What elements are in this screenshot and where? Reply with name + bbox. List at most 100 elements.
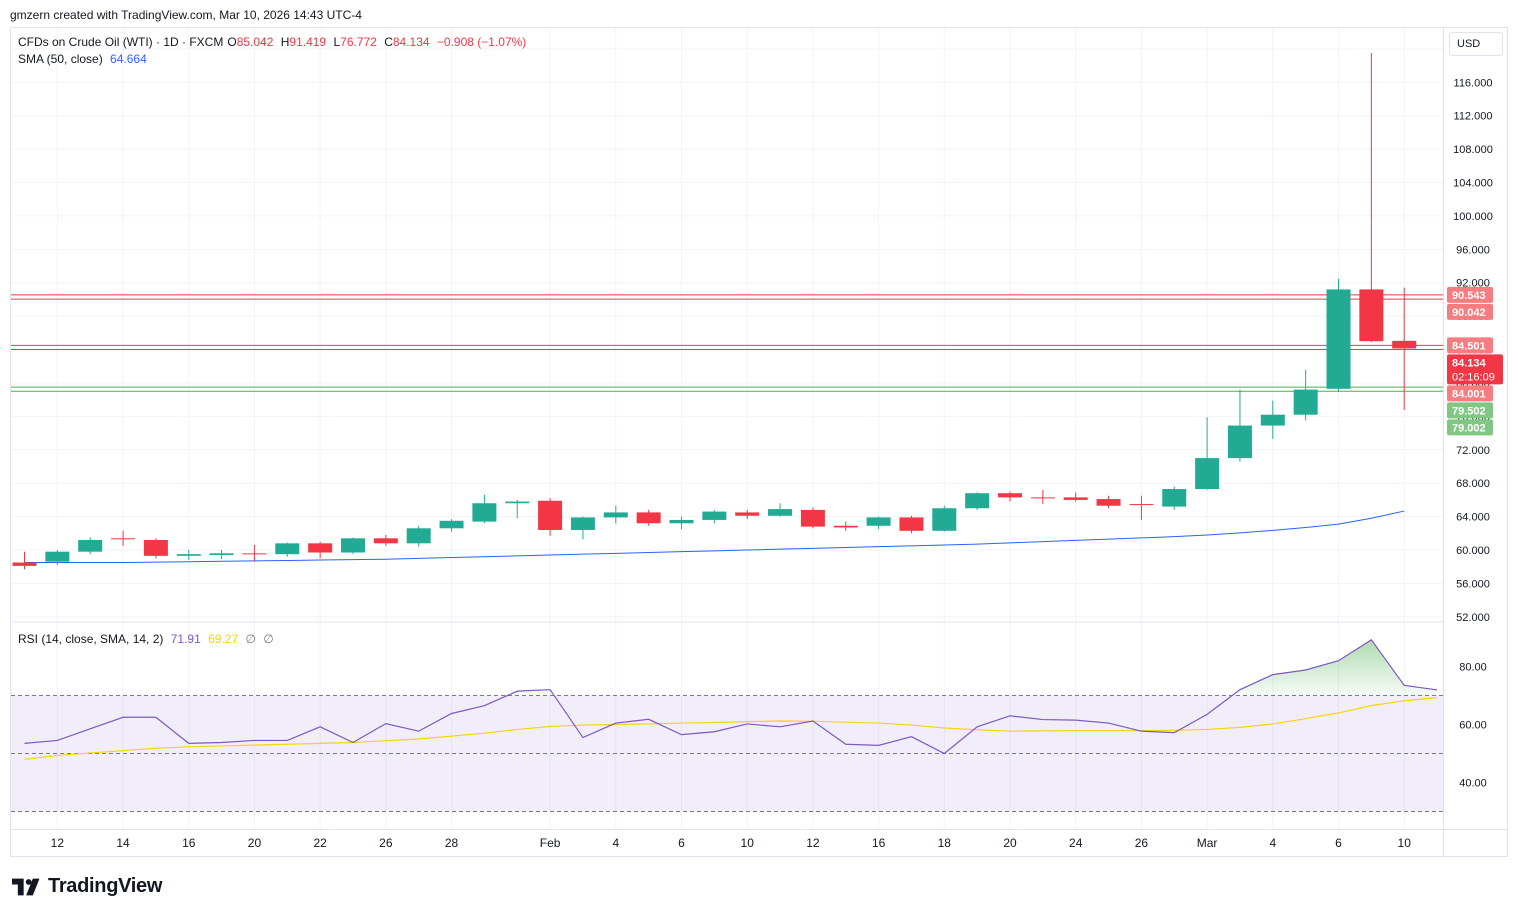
rsi-extra-1: ∅ — [245, 632, 256, 646]
time-tick-label: 18 — [938, 836, 952, 850]
sma-value: 64.664 — [110, 52, 147, 66]
time-tick-label: 12 — [806, 836, 820, 850]
level-price-label: 84.501 — [1452, 340, 1486, 352]
candle-body — [1227, 425, 1252, 459]
candle-body — [899, 517, 924, 531]
candle-body — [78, 539, 103, 552]
symbol-name: CFDs on Crude Oil (WTI) · 1D · FXCM — [18, 35, 224, 49]
price-tick-label: 68.000 — [1456, 478, 1490, 490]
candle-body — [341, 538, 365, 553]
level-price-label-bg — [1447, 385, 1493, 402]
candle-body — [735, 512, 760, 516]
candle-body — [833, 525, 858, 528]
candle-body — [373, 538, 398, 544]
candle-body — [1096, 499, 1121, 506]
candle-body — [1030, 497, 1055, 499]
time-tick-label: Mar — [1197, 836, 1218, 850]
level-price-label-bg — [1447, 303, 1493, 320]
currency-button[interactable]: USD — [1449, 32, 1503, 56]
rsi-pane — [11, 639, 1443, 812]
price-tick-label: 64.000 — [1456, 512, 1490, 524]
bar-countdown-label: 02:16:09 — [1452, 371, 1495, 383]
time-tick-label: 26 — [1135, 836, 1149, 850]
price-tick-label: 116.000 — [1454, 77, 1493, 89]
last-price-label-bg — [1447, 354, 1503, 385]
level-price-label: 90.042 — [1452, 307, 1486, 319]
time-tick-label: 24 — [1069, 836, 1083, 850]
candle-body — [702, 511, 727, 520]
candle-body — [1326, 289, 1351, 389]
price-labels: 90.543 90.042 84.501 84.134 02:16:09 84.001 79… — [1447, 286, 1503, 436]
time-tick-label: 16 — [872, 836, 886, 850]
candle-body — [538, 500, 563, 530]
rsi-value: 71.91 — [170, 632, 201, 646]
time-tick-label: Feb — [540, 836, 561, 850]
candle-body — [176, 554, 201, 556]
candle-body — [1392, 340, 1417, 349]
footer-brand[interactable]: TradingView — [12, 875, 162, 898]
time-tick-label: 4 — [612, 836, 619, 850]
attribution-text: gmzern created with TradingView.com, Mar… — [10, 8, 362, 22]
rsi-overbought-fill — [507, 639, 1438, 696]
candle-body — [275, 543, 300, 555]
candle-body — [1260, 414, 1285, 426]
time-tick-label: 22 — [313, 836, 327, 850]
price-tick-label: 108.000 — [1453, 144, 1493, 156]
time-tick-label: 12 — [51, 836, 65, 850]
candle-body — [242, 553, 267, 555]
sma-legend[interactable]: SMA (50, close) 64.664 — [18, 52, 151, 66]
price-tick-label: 56.000 — [1456, 578, 1490, 590]
candle-body — [406, 528, 431, 544]
candle-body — [800, 509, 825, 527]
level-price-label: 79.502 — [1452, 405, 1486, 417]
candle-body — [998, 493, 1022, 498]
price-tick-label: 96.000 — [1456, 244, 1490, 256]
rsi-extra-2: ∅ — [263, 632, 274, 646]
price-tick-label: 104.000 — [1453, 178, 1493, 190]
level-price-label: 84.001 — [1452, 388, 1486, 400]
level-price-label-bg — [1447, 402, 1493, 419]
candle-body — [439, 520, 464, 529]
time-tick-label: 28 — [445, 836, 459, 850]
sma-label: SMA (50, close) — [18, 52, 103, 66]
candle-body — [603, 512, 628, 518]
last-price-label: 84.134 — [1452, 357, 1487, 369]
candle-body — [1162, 489, 1187, 507]
candle-body — [143, 539, 168, 556]
price-tick-label: 72.000 — [1456, 445, 1490, 457]
close-label: C — [384, 35, 393, 49]
candle-body — [1129, 504, 1154, 506]
candle-body — [636, 512, 661, 524]
high-label: H — [280, 35, 290, 49]
candle-body — [45, 551, 70, 562]
level-price-label-bg — [1447, 286, 1493, 303]
time-tick-label: 10 — [1398, 836, 1412, 850]
time-tick-label: 16 — [182, 836, 196, 850]
high-value: 91.419 — [289, 35, 327, 49]
low-label: L — [333, 35, 341, 49]
time-tick-label: 6 — [1335, 836, 1342, 850]
candle-body — [505, 501, 530, 504]
candle-body — [308, 543, 333, 553]
rsi-legend[interactable]: RSI (14, close, SMA, 14, 2) 71.91 69.27 … — [18, 632, 278, 646]
price-tick-label: 100.000 — [1453, 211, 1493, 223]
chart-frame — [10, 27, 1508, 857]
candle-body — [209, 553, 234, 556]
open-label: O — [227, 35, 237, 49]
price-tick-label: 112.000 — [1454, 111, 1493, 123]
rsi-line — [24, 639, 1438, 755]
tradingview-logo-icon — [12, 878, 40, 895]
rsi-tick-label: 60.00 — [1459, 720, 1487, 732]
price-tick-label: 52.000 — [1456, 612, 1490, 624]
axes: 52.00056.00060.00064.00068.00072.00076.0… — [11, 28, 1507, 856]
price-levels — [11, 294, 1443, 392]
time-tick-label: 20 — [1003, 836, 1017, 850]
candle-body — [669, 519, 694, 524]
change-value: −0.908 (−1.07%) — [436, 35, 527, 49]
candles — [12, 53, 1417, 570]
time-tick-label: 26 — [379, 836, 393, 850]
time-tick-label: 10 — [741, 836, 755, 850]
symbol-legend[interactable]: CFDs on Crude Oil (WTI) · 1D · FXCM O85.0… — [18, 35, 530, 49]
level-price-label-bg — [1447, 337, 1493, 354]
